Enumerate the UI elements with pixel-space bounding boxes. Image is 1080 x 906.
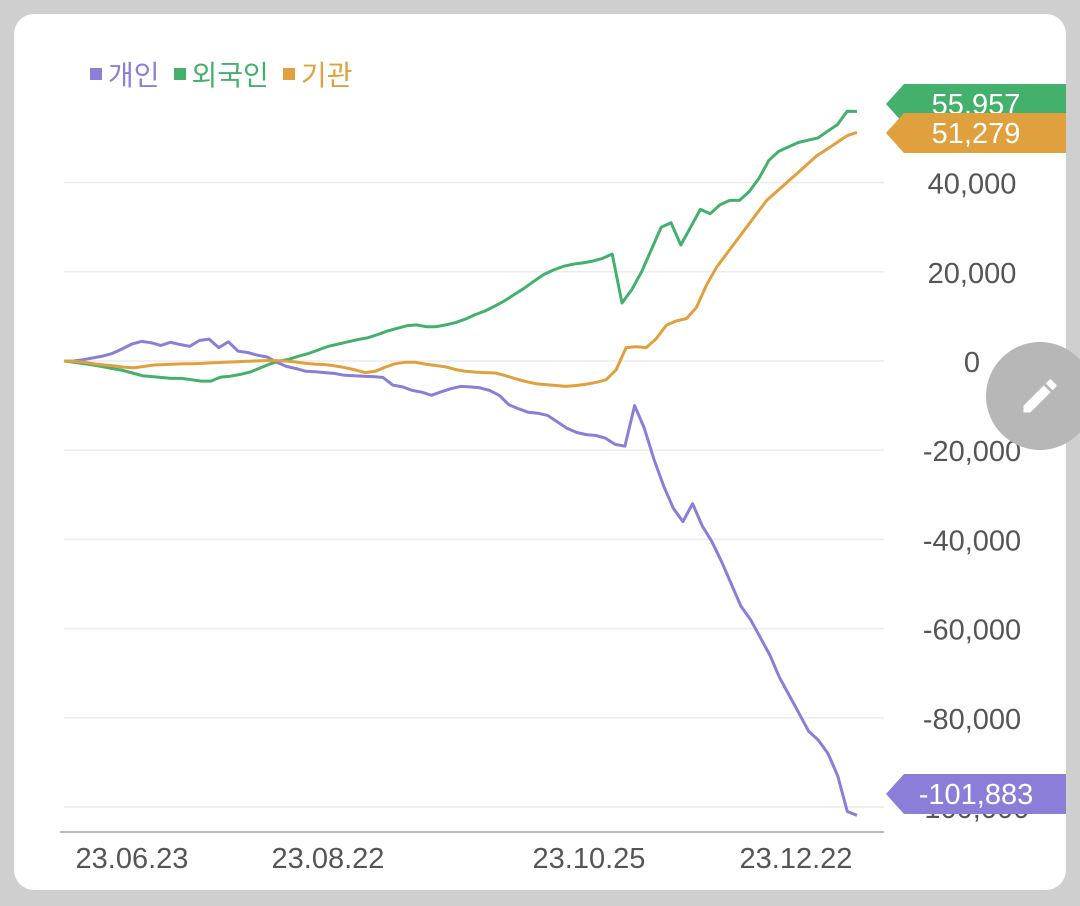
legend-item-institution: 기관 bbox=[282, 54, 353, 94]
pencil-icon bbox=[1023, 379, 1057, 413]
series-line-individual bbox=[64, 337, 858, 817]
y-tick-label: -60,000 bbox=[923, 615, 1021, 647]
legend-item-individual: 개인 bbox=[90, 54, 160, 94]
y-tick-label: 40,000 bbox=[928, 169, 1017, 201]
legend: 개인 외국인 기관 bbox=[90, 54, 352, 94]
legend-label-foreign: 외국인 bbox=[191, 59, 269, 92]
x-tick-label: 23.10.25 bbox=[533, 843, 646, 875]
x-tick-label: 23.08.22 bbox=[272, 843, 385, 875]
y-tick-label: 20,000 bbox=[928, 258, 1017, 290]
x-tick-label: 23.12.22 bbox=[740, 843, 853, 875]
line-chart: 40,000 20,000 0 -20,000 -40,000 -60,000 -80,00… bbox=[60, 84, 1066, 875]
end-tag-individual: -101,883 bbox=[886, 774, 1066, 814]
svg-text:-101,883: -101,883 bbox=[919, 779, 1034, 811]
legend-item-foreign: 외국인 bbox=[173, 54, 269, 94]
x-tick-label: 23.06.23 bbox=[76, 843, 189, 875]
series-line-foreign bbox=[63, 109, 858, 383]
legend-swatch-foreign bbox=[173, 68, 186, 80]
legend-swatch-individual bbox=[90, 68, 102, 80]
svg-text:51,279: 51,279 bbox=[932, 118, 1021, 150]
y-tick-label: 0 bbox=[964, 347, 980, 379]
series-line-institution bbox=[63, 130, 858, 388]
y-tick-label: -80,000 bbox=[923, 704, 1021, 736]
end-tag-institution: 51,279 bbox=[886, 113, 1066, 153]
legend-label-individual: 개인 bbox=[108, 59, 160, 92]
legend-swatch-institution bbox=[282, 68, 295, 80]
chart-card: 40,000 20,000 0 -20,000 -40,000 -60,000 -80,00… bbox=[14, 14, 1066, 890]
edit-button[interactable] bbox=[986, 342, 1080, 450]
y-tick-label: -40,000 bbox=[923, 525, 1021, 557]
legend-label-institution: 기관 bbox=[300, 59, 353, 92]
y-tick-label: -20,000 bbox=[923, 436, 1021, 468]
